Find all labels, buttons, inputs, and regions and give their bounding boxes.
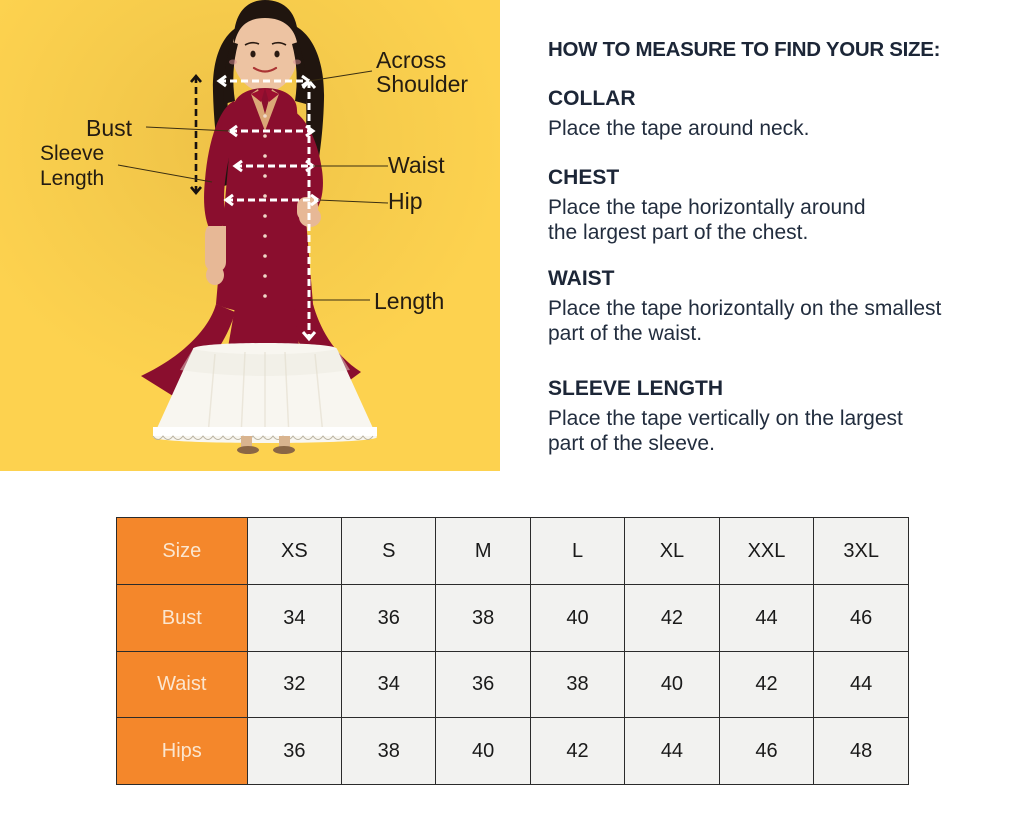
svg-text:Across: Across [376, 47, 446, 73]
svg-text:Waist: Waist [388, 152, 445, 178]
svg-text:Hip: Hip [388, 188, 423, 214]
svg-text:Sleeve: Sleeve [40, 142, 104, 165]
svg-text:Length: Length [40, 167, 104, 190]
svg-text:Shoulder: Shoulder [376, 71, 468, 97]
svg-text:Bust: Bust [86, 115, 133, 141]
svg-text:Length: Length [374, 288, 444, 314]
